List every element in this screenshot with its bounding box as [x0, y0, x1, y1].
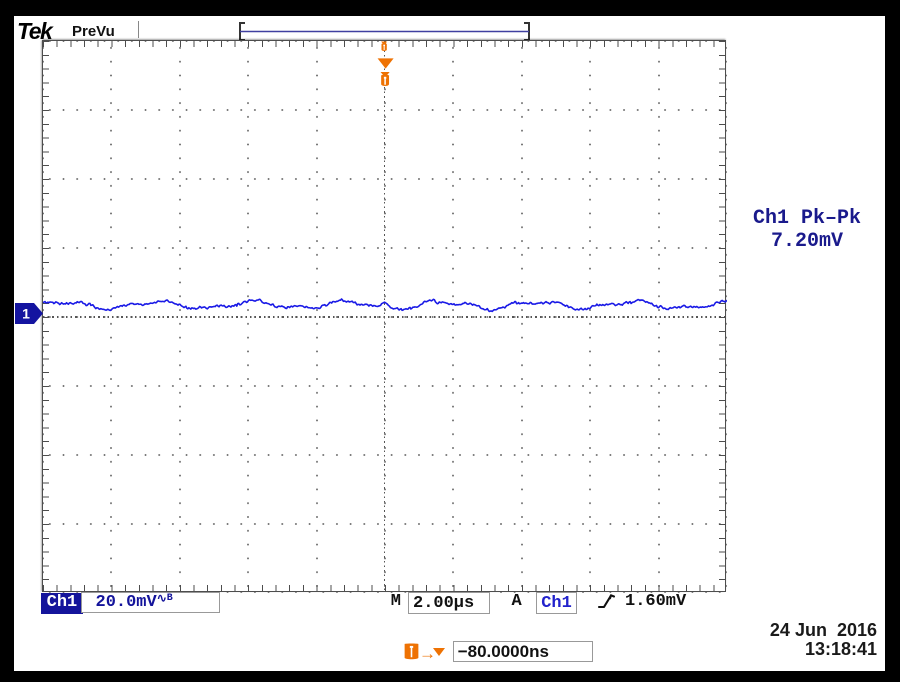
- svg-text:1: 1: [22, 305, 30, 321]
